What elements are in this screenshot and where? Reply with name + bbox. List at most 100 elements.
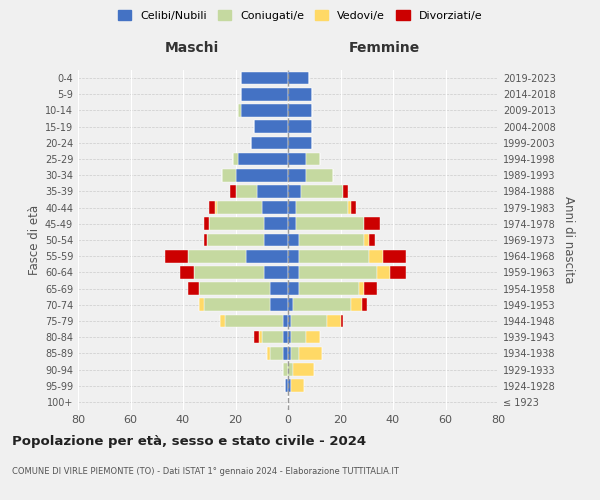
Bar <box>241 72 288 85</box>
Bar <box>269 347 283 360</box>
Bar <box>290 331 307 344</box>
Bar <box>288 347 290 360</box>
Bar <box>188 282 199 295</box>
Bar <box>283 363 288 376</box>
Y-axis label: Anni di nascita: Anni di nascita <box>562 196 575 284</box>
Bar <box>220 314 225 328</box>
Bar <box>370 234 374 246</box>
Bar <box>204 298 269 311</box>
Bar <box>265 234 288 246</box>
Bar <box>288 72 309 85</box>
Bar <box>269 298 288 311</box>
Bar <box>349 202 351 214</box>
Bar <box>288 88 311 101</box>
Bar <box>296 218 364 230</box>
Bar <box>377 266 391 278</box>
Bar <box>217 202 262 214</box>
Bar <box>351 298 361 311</box>
Bar <box>265 266 288 278</box>
Bar <box>199 282 269 295</box>
Bar <box>290 347 299 360</box>
Bar <box>299 250 370 262</box>
Bar <box>265 218 288 230</box>
Bar <box>235 169 288 181</box>
Bar <box>254 120 288 133</box>
Bar <box>288 185 301 198</box>
Bar <box>269 282 288 295</box>
Bar <box>364 282 377 295</box>
Bar <box>164 250 188 262</box>
Bar <box>307 331 320 344</box>
Bar <box>288 202 296 214</box>
Bar <box>262 202 288 214</box>
Bar <box>328 314 341 328</box>
Bar <box>241 104 288 117</box>
Y-axis label: Fasce di età: Fasce di età <box>28 205 41 275</box>
Bar <box>307 169 332 181</box>
Bar <box>288 298 293 311</box>
Bar <box>181 266 193 278</box>
Text: Maschi: Maschi <box>164 40 218 54</box>
Bar <box>223 169 235 181</box>
Bar <box>251 136 288 149</box>
Bar <box>361 298 367 311</box>
Bar <box>364 234 370 246</box>
Bar <box>296 202 349 214</box>
Bar <box>351 202 356 214</box>
Bar <box>262 331 283 344</box>
Bar <box>288 380 290 392</box>
Bar <box>341 314 343 328</box>
Bar <box>283 347 288 360</box>
Bar <box>370 250 383 262</box>
Bar <box>299 266 377 278</box>
Legend: Celibi/Nubili, Coniugati/e, Vedovi/e, Divorziati/e: Celibi/Nubili, Coniugati/e, Vedovi/e, Di… <box>113 6 487 25</box>
Bar <box>193 266 265 278</box>
Bar <box>343 185 349 198</box>
Bar <box>235 185 257 198</box>
Bar <box>225 314 283 328</box>
Bar <box>288 218 296 230</box>
Bar <box>391 266 406 278</box>
Bar <box>288 152 307 166</box>
Bar <box>288 266 299 278</box>
Bar <box>299 282 359 295</box>
Bar <box>288 234 299 246</box>
Bar <box>301 185 343 198</box>
Bar <box>307 152 320 166</box>
Bar <box>204 234 206 246</box>
Bar <box>267 347 269 360</box>
Bar <box>188 250 246 262</box>
Bar <box>359 282 364 295</box>
Bar <box>299 234 364 246</box>
Bar <box>206 234 265 246</box>
Bar <box>364 218 380 230</box>
Bar <box>283 314 288 328</box>
Bar <box>283 331 288 344</box>
Bar <box>299 347 322 360</box>
Bar <box>259 331 262 344</box>
Bar <box>288 331 290 344</box>
Bar <box>288 363 293 376</box>
Text: COMUNE DI VIRLE PIEMONTE (TO) - Dati ISTAT 1° gennaio 2024 - Elaborazione TUTTIT: COMUNE DI VIRLE PIEMONTE (TO) - Dati IST… <box>12 468 399 476</box>
Bar <box>238 104 241 117</box>
Bar <box>288 314 290 328</box>
Bar <box>288 282 299 295</box>
Bar <box>290 314 328 328</box>
Bar <box>204 218 209 230</box>
Bar <box>246 250 288 262</box>
Text: Femmine: Femmine <box>349 40 420 54</box>
Bar <box>293 363 314 376</box>
Bar <box>209 202 215 214</box>
Bar <box>286 380 288 392</box>
Bar <box>254 331 259 344</box>
Bar <box>290 380 304 392</box>
Bar <box>288 104 311 117</box>
Bar <box>383 250 406 262</box>
Bar <box>215 202 217 214</box>
Bar <box>209 218 265 230</box>
Bar <box>288 250 299 262</box>
Bar <box>230 185 235 198</box>
Bar <box>293 298 351 311</box>
Bar <box>257 185 288 198</box>
Bar <box>199 298 204 311</box>
